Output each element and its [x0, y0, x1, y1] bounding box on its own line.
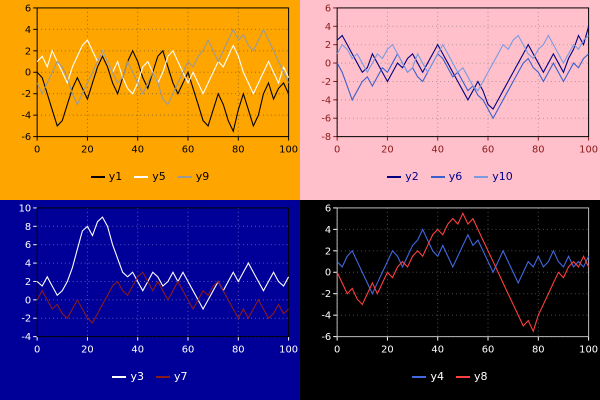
legend-label-y7: y7 — [174, 370, 188, 384]
legend-swatch-y2 — [387, 175, 402, 178]
legend-swatch-y10 — [474, 175, 489, 178]
svg-text:-6: -6 — [321, 114, 331, 125]
legend-item-y4: y4 — [412, 370, 444, 383]
svg-text:80: 80 — [232, 144, 245, 155]
svg-text:-4: -4 — [321, 95, 331, 106]
svg-text:4: 4 — [325, 225, 331, 236]
svg-text:0: 0 — [25, 295, 31, 306]
svg-text:100: 100 — [579, 344, 598, 355]
svg-text:80: 80 — [532, 144, 545, 155]
legend-swatch-y7 — [156, 375, 170, 378]
legend-item-y5: y5 — [134, 170, 166, 183]
svg-text:-8: -8 — [321, 132, 331, 143]
svg-text:80: 80 — [532, 344, 545, 355]
legend-label-y10: y10 — [492, 170, 513, 184]
svg-text:0: 0 — [34, 144, 40, 155]
svg-text:10: 10 — [19, 203, 32, 214]
svg-text:2: 2 — [325, 40, 331, 51]
chart-panel-bottom-right: 0 20 40 60 80 100 6 4 2 0 -2 -4 -6 y4 y8 — [300, 200, 600, 400]
legend-swatch-y3 — [112, 375, 127, 378]
legend-swatch-y1 — [90, 175, 105, 178]
legend-label-y5: y5 — [152, 170, 166, 184]
legend-item-y1: y1 — [90, 170, 123, 184]
legend-swatch-y9 — [177, 175, 192, 178]
svg-text:20: 20 — [381, 144, 394, 155]
legend-swatch-y8 — [456, 375, 470, 378]
svg-text:2: 2 — [325, 246, 331, 257]
svg-text:60: 60 — [482, 144, 495, 155]
legend-swatch-y6 — [430, 175, 445, 178]
svg-text:-4: -4 — [21, 332, 31, 343]
svg-text:4: 4 — [25, 25, 31, 36]
svg-text:6: 6 — [25, 3, 31, 14]
svg-text:8: 8 — [25, 222, 31, 233]
svg-text:20: 20 — [381, 344, 394, 355]
svg-text:100: 100 — [279, 144, 298, 155]
chart-legend-bottom-left: y3 y7 — [0, 368, 300, 400]
svg-text:4: 4 — [25, 259, 31, 270]
svg-text:6: 6 — [25, 240, 31, 251]
legend-item-y6: y6 — [430, 170, 463, 184]
svg-text:4: 4 — [325, 22, 331, 33]
legend-label-y6: y6 — [448, 170, 463, 184]
chart-panel-top-left: 0 20 40 60 80 100 6 4 2 0 -2 -4 -6 y1 y5 y9 — [0, 0, 300, 200]
svg-text:0: 0 — [34, 344, 40, 355]
legend-label-y2: y2 — [405, 170, 419, 184]
svg-text:0: 0 — [325, 268, 331, 279]
svg-text:60: 60 — [482, 344, 495, 355]
chart-panel-top-right: 0 20 40 60 80 100 6 4 2 0 -2 -4 -6 -8 y2 y6 y10 — [300, 0, 600, 200]
svg-text:0: 0 — [25, 68, 31, 79]
legend-label-y1: y1 — [108, 170, 123, 184]
svg-text:-2: -2 — [321, 289, 331, 300]
svg-text:80: 80 — [232, 344, 245, 355]
svg-text:100: 100 — [579, 144, 598, 155]
svg-text:20: 20 — [81, 344, 94, 355]
legend-item-y7: y7 — [156, 370, 188, 383]
svg-text:0: 0 — [325, 59, 331, 70]
legend-label-y8: y8 — [474, 370, 488, 384]
chart-legend-top-left: y1 y5 y9 — [0, 168, 300, 200]
svg-text:6: 6 — [325, 203, 331, 214]
svg-text:2: 2 — [25, 46, 31, 57]
chart-legend-bottom-right: y4 y8 — [300, 368, 600, 400]
legend-item-y8: y8 — [456, 370, 488, 383]
svg-text:-2: -2 — [21, 89, 31, 100]
legend-item-y3: y3 — [112, 370, 144, 383]
legend-swatch-y4 — [412, 375, 427, 378]
svg-text:0: 0 — [334, 344, 340, 355]
svg-text:40: 40 — [431, 344, 444, 355]
svg-text:6: 6 — [325, 3, 331, 14]
legend-swatch-y5 — [134, 175, 149, 178]
legend-label-y9: y9 — [195, 170, 210, 184]
svg-text:-4: -4 — [321, 311, 331, 322]
legend-label-y3: y3 — [130, 370, 144, 384]
svg-text:20: 20 — [81, 144, 94, 155]
chart-panel-bottom-left: 0 20 40 60 80 100 10 8 6 4 2 0 -2 -4 y3 y7 — [0, 200, 300, 400]
svg-text:-2: -2 — [21, 314, 31, 325]
legend-item-y2: y2 — [387, 170, 419, 183]
legend-label-y4: y4 — [430, 370, 444, 384]
svg-text:40: 40 — [431, 144, 444, 155]
svg-text:0: 0 — [334, 144, 340, 155]
svg-text:60: 60 — [182, 144, 195, 155]
legend-item-y9: y9 — [177, 170, 210, 184]
svg-text:100: 100 — [279, 344, 298, 355]
svg-text:40: 40 — [131, 144, 144, 155]
svg-text:-4: -4 — [21, 111, 31, 122]
svg-text:2: 2 — [25, 277, 31, 288]
svg-text:40: 40 — [131, 344, 144, 355]
svg-text:60: 60 — [182, 344, 195, 355]
legend-item-y10: y10 — [474, 170, 513, 183]
svg-text:-6: -6 — [21, 132, 31, 143]
svg-text:-6: -6 — [321, 332, 331, 343]
chart-legend-top-right: y2 y6 y10 — [300, 168, 600, 200]
svg-text:-2: -2 — [321, 77, 331, 88]
